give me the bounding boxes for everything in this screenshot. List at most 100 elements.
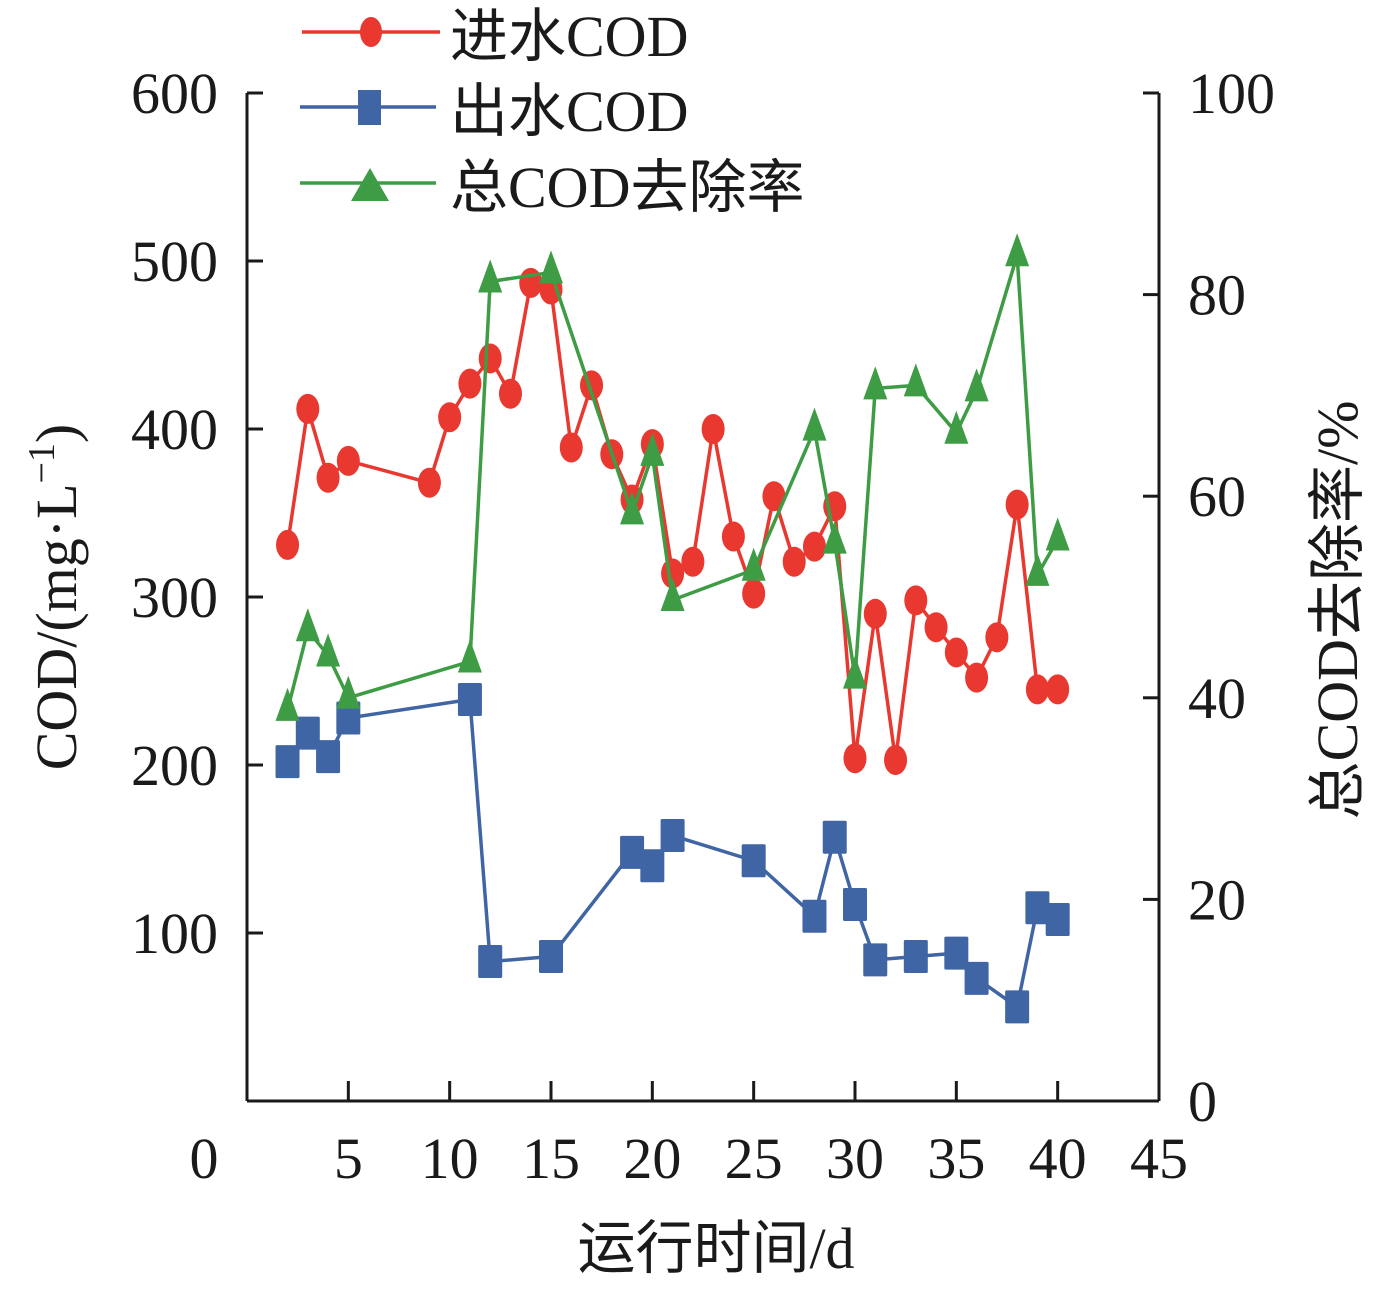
data-point-triangle xyxy=(478,259,503,293)
x-ticks: 0 5 10 15 20 25 30 35 40 45 xyxy=(190,1081,1188,1191)
data-point-circle xyxy=(701,414,725,444)
data-point-square xyxy=(741,844,766,878)
data-point-triangle xyxy=(964,368,989,402)
data-point-circle xyxy=(721,521,745,552)
legend-label-removal: 总COD去除率 xyxy=(450,155,804,220)
series-layer xyxy=(275,233,1070,1024)
legend-item-removal: 总COD去除率 xyxy=(300,155,804,220)
data-point-triangle xyxy=(640,432,665,466)
data-point-circle xyxy=(762,481,786,512)
data-point-triangle xyxy=(295,608,320,642)
data-point-circle xyxy=(316,462,340,493)
data-point-circle xyxy=(1005,489,1029,520)
data-point-triangle xyxy=(1025,552,1050,586)
x-tick-label: 45 xyxy=(1130,1126,1188,1191)
data-point-square xyxy=(964,961,989,995)
y2-tick-label: 0 xyxy=(1188,1069,1217,1134)
data-point-square xyxy=(640,849,665,883)
series-cod-removal-rate xyxy=(275,233,1070,721)
data-point-circle xyxy=(884,744,908,775)
legend-marker-square-icon xyxy=(358,90,381,125)
data-point-square xyxy=(822,820,847,854)
y2-ticks: 0 20 40 60 80 100 xyxy=(1143,61,1275,1134)
series-line-cod-removal-rate xyxy=(285,253,1060,711)
data-point-circle xyxy=(681,546,705,577)
data-point-circle xyxy=(944,637,968,668)
y-tick-label: 400 xyxy=(131,397,218,462)
data-point-circle xyxy=(296,393,320,424)
legend-item-influent: 进水COD xyxy=(302,4,688,69)
data-point-triangle xyxy=(1005,233,1030,267)
y-tick-label: 600 xyxy=(131,61,218,126)
data-point-circle xyxy=(985,622,1009,653)
series-effluent-cod xyxy=(275,682,1070,1024)
data-point-circle xyxy=(458,368,482,399)
y-tick-label: 500 xyxy=(131,229,218,294)
x-tick-label: 30 xyxy=(826,1126,884,1191)
x-tick-label: 20 xyxy=(623,1126,681,1191)
data-point-triangle xyxy=(822,520,847,554)
data-point-square xyxy=(336,701,361,735)
x-tick-label: 10 xyxy=(421,1126,479,1191)
data-point-triangle xyxy=(336,675,361,709)
data-point-triangle xyxy=(457,639,482,673)
axes xyxy=(245,93,1161,1103)
y2-tick-label: 60 xyxy=(1188,464,1246,529)
x-tick-label: 15 xyxy=(522,1126,580,1191)
data-point-triangle xyxy=(863,366,888,400)
y-axis-title-sup: −1 xyxy=(21,443,63,483)
y2-tick-label: 100 xyxy=(1188,61,1275,126)
data-point-square xyxy=(1025,891,1050,925)
data-point-square xyxy=(802,899,827,933)
legend-marker-triangle-icon xyxy=(351,168,389,201)
data-point-circle xyxy=(336,445,360,476)
data-point-circle xyxy=(498,378,522,409)
data-point-square xyxy=(275,745,300,779)
x-axis-title: 运行时间/d xyxy=(577,1216,854,1281)
data-point-circle xyxy=(1025,674,1049,705)
data-point-square xyxy=(457,682,482,716)
data-point-triangle xyxy=(1045,517,1070,551)
legend-marker-circle-icon xyxy=(360,17,382,47)
data-point-circle xyxy=(559,432,583,463)
data-point-circle xyxy=(904,585,928,616)
data-point-square xyxy=(944,936,969,970)
data-point-circle xyxy=(438,402,462,433)
data-point-square xyxy=(1045,903,1070,937)
data-point-square xyxy=(478,945,503,979)
data-point-circle xyxy=(782,546,806,577)
data-point-circle xyxy=(965,662,989,693)
data-point-square xyxy=(863,943,888,977)
data-point-circle xyxy=(802,531,826,562)
data-point-circle xyxy=(417,467,441,498)
y-tick-label: 300 xyxy=(131,565,218,630)
legend-label-influent: 进水COD xyxy=(450,4,688,69)
y-tick-label: 200 xyxy=(131,733,218,798)
data-point-circle xyxy=(742,578,766,609)
data-point-square xyxy=(660,819,685,853)
data-point-circle xyxy=(478,343,502,374)
data-point-triangle xyxy=(802,407,827,441)
data-point-circle xyxy=(843,743,867,774)
y-axis-title: COD/(mg·L−1) xyxy=(21,424,89,771)
data-point-triangle xyxy=(843,655,867,689)
series-line-influent-cod xyxy=(285,281,1058,762)
series-line-effluent-cod xyxy=(286,697,1059,1009)
legend: 进水COD 出水COD 总COD去除率 xyxy=(300,4,804,220)
data-point-circle xyxy=(1046,674,1070,705)
data-point-circle xyxy=(276,529,300,560)
data-point-circle xyxy=(863,598,887,629)
y-axis-title-base: COD/(mg·L xyxy=(24,484,89,771)
x-tick-label: 40 xyxy=(1029,1126,1087,1191)
data-point-triangle xyxy=(741,547,766,581)
data-point-triangle xyxy=(539,250,563,284)
data-point-square xyxy=(1005,990,1030,1024)
data-point-triangle xyxy=(275,687,300,721)
y2-tick-label: 40 xyxy=(1188,666,1246,731)
data-point-square xyxy=(620,835,645,869)
y2-axis-title: 总COD去除率/% xyxy=(1305,401,1370,820)
data-point-square xyxy=(843,887,867,921)
data-point-circle xyxy=(924,612,948,643)
y2-tick-label: 80 xyxy=(1188,263,1246,328)
